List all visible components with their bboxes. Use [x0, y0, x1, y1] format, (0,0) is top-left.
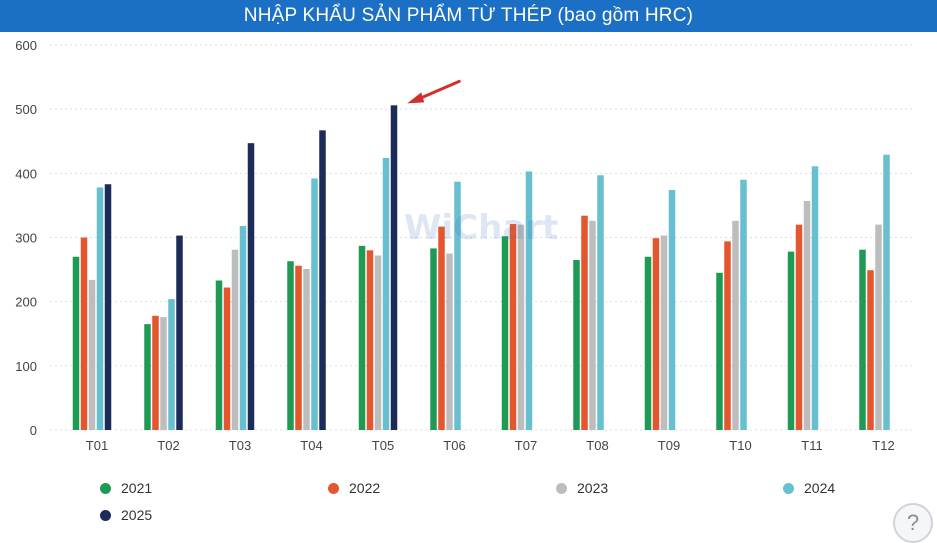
legend-swatch — [100, 482, 111, 494]
legend-item-2025[interactable]: 2025 — [100, 507, 152, 523]
question-icon: ? — [906, 510, 920, 535]
bar-T04-2021 — [287, 261, 294, 430]
x-tick-label: T11 — [801, 438, 822, 452]
bar-T01-2024 — [96, 187, 104, 430]
bar-T06-2024 — [454, 181, 461, 430]
bar-T11-2024 — [811, 166, 819, 430]
bar-T04-2022 — [295, 265, 302, 430]
bar-T09-2023 — [660, 235, 668, 430]
x-tick-label: T09 — [658, 438, 680, 452]
x-tick-label: T04 — [300, 438, 322, 452]
bar-T03-2021 — [215, 280, 223, 430]
x-tick-label: T05 — [372, 438, 394, 452]
bar-T10-2024 — [740, 179, 747, 430]
legend-label: 2023 — [577, 480, 609, 496]
chart-title-bar: NHẬP KHẨU SẢN PHẨM TỪ THÉP (bao gồm HRC) — [0, 0, 937, 32]
legend-item-2024[interactable]: 2024 — [783, 480, 835, 496]
bar-T07-2024 — [525, 171, 533, 431]
bar-T02-2022 — [152, 315, 159, 430]
x-tick-label: T03 — [229, 438, 251, 452]
bar-T11-2022 — [795, 224, 803, 430]
legend-label: 2025 — [121, 507, 153, 523]
bar-T12-2023 — [875, 224, 882, 430]
bar-T05-2025 — [390, 105, 398, 431]
bar-T10-2023 — [732, 220, 739, 430]
x-tick-label: T08 — [586, 438, 608, 452]
bar-T04-2023 — [303, 268, 310, 430]
legend-swatch — [100, 509, 111, 521]
x-tick-label: T07 — [515, 438, 537, 452]
y-tick-label: 300 — [15, 231, 37, 246]
bar-T07-2023 — [517, 224, 525, 430]
legend-swatch — [556, 482, 567, 494]
bar-T02-2025 — [176, 235, 183, 430]
x-tick-label: T01 — [86, 438, 108, 452]
legend-label: 2022 — [349, 480, 381, 496]
y-tick-label: 400 — [15, 166, 37, 181]
x-tick-label: T12 — [872, 438, 894, 452]
bar-T06-2022 — [438, 226, 445, 430]
bar-T01-2022 — [80, 237, 88, 430]
bar-T06-2023 — [446, 253, 453, 430]
bar-T11-2021 — [787, 251, 795, 430]
bar-T10-2021 — [716, 272, 723, 430]
bar-T03-2025 — [247, 143, 255, 431]
bar-T08-2021 — [573, 259, 580, 430]
bar-T02-2023 — [160, 317, 167, 430]
legend-label: 2021 — [121, 480, 153, 496]
bar-T09-2022 — [652, 238, 660, 430]
legend-item-2021[interactable]: 2021 — [100, 480, 152, 496]
bar-T05-2021 — [358, 245, 366, 430]
bar-T11-2023 — [803, 200, 811, 430]
legend-swatch — [328, 482, 339, 494]
bar-T02-2024 — [168, 299, 175, 430]
bar-T08-2022 — [581, 215, 588, 430]
bar-T12-2021 — [859, 249, 866, 430]
bar-T03-2023 — [231, 249, 239, 430]
annotation-arrow-head — [407, 92, 425, 104]
chart-title: NHẬP KHẨU SẢN PHẨM TỪ THÉP (bao gồm HRC) — [243, 5, 694, 26]
bar-T02-2021 — [144, 324, 151, 430]
bar-T04-2025 — [319, 130, 326, 430]
x-tick-label: T10 — [729, 438, 751, 452]
legend-swatch — [783, 482, 794, 494]
bar-T08-2024 — [597, 175, 604, 430]
bar-T12-2024 — [883, 154, 890, 430]
bar-T04-2024 — [311, 178, 318, 430]
bar-T12-2022 — [867, 270, 874, 430]
bar-T01-2023 — [88, 279, 96, 430]
bar-T03-2022 — [223, 287, 231, 430]
legend-item-2023[interactable]: 2023 — [556, 480, 608, 496]
watermark-logo: WiChart — [404, 208, 559, 248]
bar-chart: 0 100 200 300 400 500 600 T01 T02 T03 T04 T05 T06 T07… — [15, 38, 912, 452]
bar-T06-2021 — [430, 248, 437, 430]
bar-T09-2021 — [644, 256, 652, 430]
help-button[interactable]: ? — [893, 503, 933, 543]
bar-T05-2022 — [366, 250, 374, 430]
legend-label: 2024 — [804, 480, 836, 496]
y-tick-label: 600 — [15, 38, 37, 53]
y-tick-label: 100 — [15, 359, 37, 374]
bar-T07-2021 — [501, 236, 509, 430]
bar-T08-2023 — [589, 220, 596, 430]
bar-T05-2023 — [374, 255, 382, 430]
y-tick-label: 0 — [30, 423, 37, 438]
bar-T03-2024 — [239, 225, 247, 430]
y-tick-label: 500 — [15, 102, 37, 117]
x-tick-label: T02 — [157, 438, 179, 452]
bar-T05-2024 — [382, 157, 390, 430]
bar-T10-2022 — [724, 241, 731, 430]
y-tick-label: 200 — [15, 295, 37, 310]
x-tick-label: T06 — [443, 438, 465, 452]
bar-T09-2024 — [668, 190, 676, 430]
legend-item-2022[interactable]: 2022 — [328, 480, 380, 496]
bar-T07-2022 — [509, 224, 517, 430]
bar-T01-2025 — [104, 184, 112, 430]
bar-T01-2021 — [72, 256, 80, 430]
